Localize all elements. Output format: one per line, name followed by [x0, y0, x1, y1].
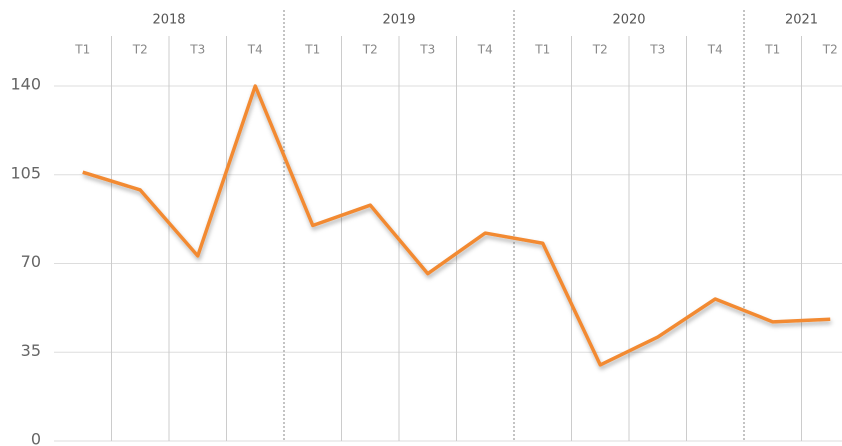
quarter-label: T1: [534, 43, 550, 57]
quarter-label: T1: [74, 43, 90, 57]
data-line: [82, 84, 831, 367]
quarter-label: T3: [189, 43, 205, 57]
quarter-label: T4: [707, 43, 723, 57]
quarter-label: T2: [592, 43, 608, 57]
quarter-label: T4: [247, 43, 263, 57]
y-tick-label: 35: [21, 341, 41, 360]
quarter-label: T2: [362, 43, 378, 57]
quarter-label: T2: [132, 43, 148, 57]
y-tick-label: 105: [10, 163, 41, 182]
year-label: 2020: [612, 13, 645, 28]
year-label: 2019: [382, 13, 415, 28]
quarter-label: T3: [419, 43, 435, 57]
quarter-label: T1: [304, 43, 320, 57]
quarter-label: T1: [764, 43, 780, 57]
year-label: 2021: [785, 13, 818, 28]
quarter-label: T4: [477, 43, 493, 57]
quarter-label: T2: [822, 43, 838, 57]
y-tick-label: 70: [21, 252, 41, 271]
quarter-label: T3: [649, 43, 665, 57]
y-tick-label: 0: [31, 430, 41, 446]
y-tick-label: 140: [10, 75, 41, 94]
year-label: 2018: [152, 13, 185, 28]
